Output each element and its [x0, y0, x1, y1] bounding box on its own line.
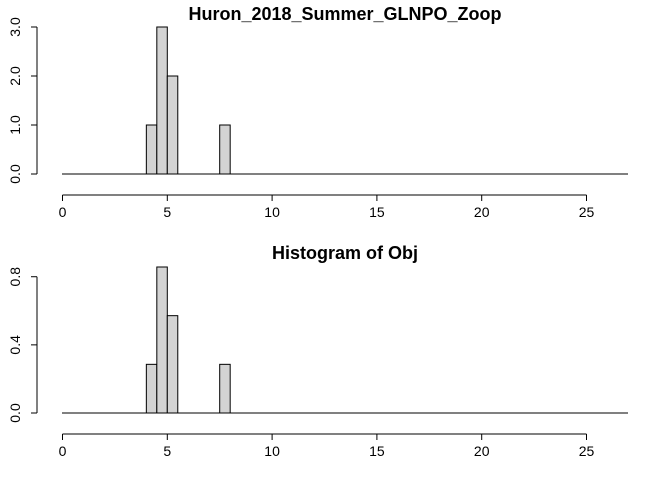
- y-tick-label: 1.0: [7, 115, 23, 135]
- x-tick-label: 20: [474, 443, 490, 459]
- y-tick-label: 0.4: [7, 335, 23, 355]
- y-tick-label: 2.0: [7, 66, 23, 86]
- chart-title: Huron_2018_Summer_GLNPO_Zoop: [188, 4, 501, 24]
- histogram-bar-2: [166, 75, 179, 175]
- chart-title: Histogram of Obj: [272, 243, 418, 263]
- x-tick-label: 10: [264, 204, 280, 220]
- histogram-bar-1: [156, 266, 168, 414]
- x-tick-label: 25: [579, 204, 595, 220]
- histogram-bar-0: [145, 363, 158, 414]
- histogram-bar-3: [219, 363, 231, 414]
- x-tick-label: 15: [369, 443, 385, 459]
- y-tick-label: 0.0: [7, 403, 23, 423]
- histogram-bar-0: [145, 124, 158, 175]
- x-tick-label: 20: [474, 204, 490, 220]
- histogram-bar-1: [156, 26, 168, 175]
- x-tick-label: 15: [369, 204, 385, 220]
- y-tick-label: 3.0: [7, 17, 23, 37]
- x-tick-label: 5: [163, 204, 171, 220]
- x-tick-label: 0: [59, 443, 67, 459]
- x-tick-label: 25: [579, 443, 595, 459]
- top-histogram-panel: Huron_2018_Summer_GLNPO_Zoop 0 5 10 15 20 25 0.…: [7, 4, 628, 220]
- x-tick-label: 0: [59, 204, 67, 220]
- y-tick-label: 0.8: [7, 267, 23, 287]
- bottom-histogram-panel: Histogram of Obj 0 5 10 15 20 25 0.0 0.4 0.8: [7, 243, 628, 459]
- y-tick-label: 0.0: [7, 164, 23, 184]
- x-tick-label: 5: [163, 443, 171, 459]
- histogram-bar-2: [166, 315, 179, 414]
- histogram-bar-3: [219, 124, 231, 175]
- x-tick-label: 10: [264, 443, 280, 459]
